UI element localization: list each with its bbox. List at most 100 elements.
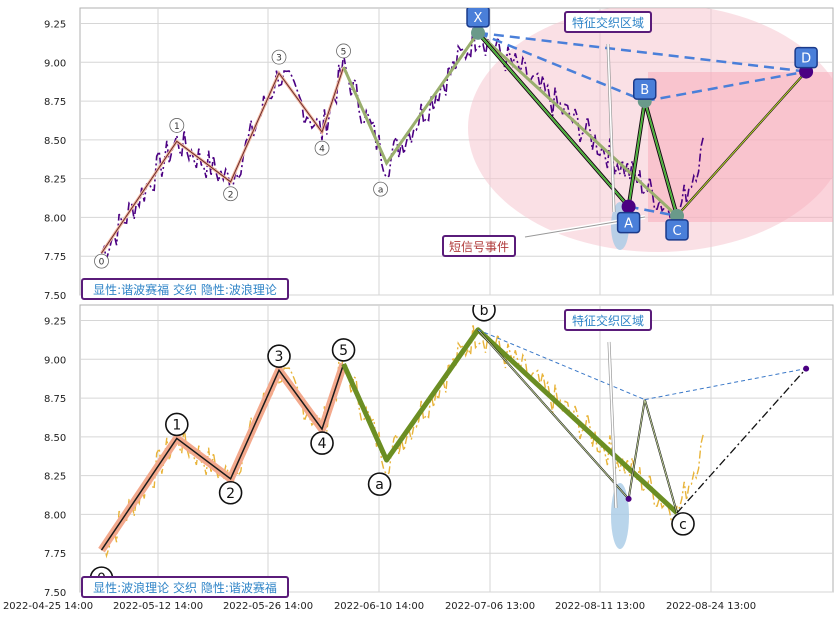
y-tick-label: 9.00 <box>44 355 66 366</box>
wave-label-5: 5 <box>336 43 351 59</box>
svg-text:5: 5 <box>339 343 348 359</box>
svg-text:c: c <box>679 517 687 533</box>
svg-text:B: B <box>640 83 649 98</box>
wave-label-c: c <box>671 512 695 536</box>
bottom-region-label: 特征交织区域 <box>564 309 652 331</box>
impulse-line <box>100 363 345 551</box>
harmonic-dots <box>625 365 810 502</box>
region-rect <box>648 72 833 222</box>
y-tick-label: 8.25 <box>44 472 66 483</box>
region-pointer-inner <box>607 43 615 213</box>
svg-text:D: D <box>801 52 811 67</box>
svg-text:显性:波浪理论 交织 隐性:谐波赛福: 显性:波浪理论 交织 隐性:谐波赛福 <box>93 580 277 595</box>
wave-label-4: 4 <box>310 431 334 455</box>
wave-label-4: 4 <box>314 140 330 156</box>
x-tick-label: 2022-08-24 13:00 <box>666 601 756 612</box>
x-tick-label: 2022-06-10 14:00 <box>334 601 424 612</box>
y-tick-label: 8.00 <box>44 213 66 224</box>
harmonic-point <box>625 495 632 502</box>
harmonic-label-x: X <box>466 8 490 28</box>
top-panel: 7.50 7.75 8.00 8.25 8.50 8.75 9.00 9.25 0 1 2 3 4 5 a… <box>44 7 834 302</box>
harmonic-xabc-overlay <box>477 329 678 514</box>
y-tick-label: 9.25 <box>44 20 66 31</box>
svg-text:X: X <box>474 11 483 26</box>
x-tick-label: 2022-05-12 14:00 <box>113 601 203 612</box>
y-tick-label: 7.50 <box>44 588 66 599</box>
svg-text:C: C <box>672 224 681 239</box>
svg-text:特征交织区域: 特征交织区域 <box>572 15 644 30</box>
svg-text:4: 4 <box>318 436 327 452</box>
y-tick-label: 8.25 <box>44 175 66 186</box>
wave-label-1: 1 <box>165 412 189 437</box>
y-tick-label: 7.50 <box>44 291 66 302</box>
top-legend-box: 显性:谐波赛福 交织 隐性:波浪理论 <box>81 278 289 300</box>
wave-label-3: 3 <box>271 49 287 65</box>
bottom-legend-box: 显性:波浪理论 交织 隐性:谐波赛福 <box>81 576 289 598</box>
svg-text:b: b <box>480 303 489 319</box>
bottom-y-ticks: 7.50 7.75 8.00 8.25 8.50 8.75 9.00 9.25 <box>44 317 66 599</box>
harmonic-cd-inner <box>676 71 807 217</box>
harmonic-dashed-lines <box>477 31 807 218</box>
wave-label-2: 2 <box>218 480 243 505</box>
svg-text:a: a <box>375 477 384 493</box>
svg-text:4: 4 <box>319 145 325 155</box>
region-pointer-inner <box>608 341 617 509</box>
svg-text:5: 5 <box>341 47 347 57</box>
top-y-ticks: 7.50 7.75 8.00 8.25 8.50 8.75 9.00 9.25 <box>44 20 66 302</box>
harmonic-point <box>803 365 810 372</box>
wave-correction-line <box>342 30 679 218</box>
harmonic-cd-line <box>676 368 807 514</box>
x-tick-label: 2022-05-26 14:00 <box>223 601 313 612</box>
y-tick-label: 9.25 <box>44 317 66 328</box>
top-region-label: 特征交织区域 <box>564 11 652 33</box>
wave-label-5: 5 <box>331 338 356 362</box>
harmonic-xabc-inner <box>477 32 678 217</box>
x-tick-label: 2022-04-25 14:00 <box>3 601 93 612</box>
wave-label-3: 3 <box>267 344 291 368</box>
wave-label-a: a <box>367 472 392 496</box>
wave-label-2: 2 <box>223 186 239 202</box>
svg-text:3: 3 <box>275 349 284 365</box>
y-tick-label: 8.50 <box>44 136 66 147</box>
svg-text:短信号事件: 短信号事件 <box>449 240 509 254</box>
harmonic-labels: X A B C D <box>466 8 818 241</box>
harmonic-dashed-lines <box>477 329 807 401</box>
svg-text:3: 3 <box>276 54 282 64</box>
svg-text:1: 1 <box>174 122 180 132</box>
x-tick-label: 2022-07-06 13:00 <box>445 601 535 612</box>
wave-label-1: 1 <box>169 118 185 133</box>
svg-text:特征交织区域: 特征交织区域 <box>572 313 644 328</box>
top-signal-label: 短信号事件 <box>442 235 516 257</box>
svg-text:显性:谐波赛福 交织 隐性:波浪理论: 显性:谐波赛福 交织 隐性:波浪理论 <box>93 282 277 297</box>
y-tick-label: 8.75 <box>44 394 66 405</box>
harmonic-point-x <box>471 25 486 40</box>
c-point-ellipse <box>611 483 629 549</box>
wave-label-0: 0 <box>94 253 109 269</box>
svg-text:2: 2 <box>228 190 234 200</box>
wave-line <box>101 66 345 254</box>
x-tick-label: 2022-08-11 13:00 <box>555 601 645 612</box>
y-tick-label: 9.00 <box>44 58 66 69</box>
harmonic-label-d: D <box>794 46 818 69</box>
price-series <box>100 26 705 262</box>
svg-text:a: a <box>378 186 384 196</box>
y-tick-label: 7.75 <box>44 549 66 560</box>
wave-label-b: b <box>472 303 496 322</box>
correction-line <box>341 327 679 515</box>
bottom-panel: 7.507.758.008.258.508.759.009.25 012345a… <box>44 303 834 599</box>
wave-labels: 0 1 2 3 4 5 a <box>94 43 388 269</box>
svg-text:2: 2 <box>226 486 235 502</box>
svg-text:A: A <box>624 217 633 232</box>
harmonic-label-b: B <box>633 78 657 100</box>
y-tick-label: 8.00 <box>44 510 66 521</box>
x-axis-ticks: 2022-04-25 14:00 2022-05-12 14:00 2022-05-… <box>3 601 756 612</box>
y-tick-label: 8.75 <box>44 97 66 108</box>
price-series <box>100 323 705 559</box>
wave-label-a: a <box>373 181 388 197</box>
y-tick-label: 8.50 <box>44 433 66 444</box>
harmonic-label-a: A <box>616 211 641 234</box>
svg-text:1: 1 <box>172 417 181 433</box>
y-tick-label: 7.75 <box>44 252 66 263</box>
svg-text:0: 0 <box>99 258 105 268</box>
